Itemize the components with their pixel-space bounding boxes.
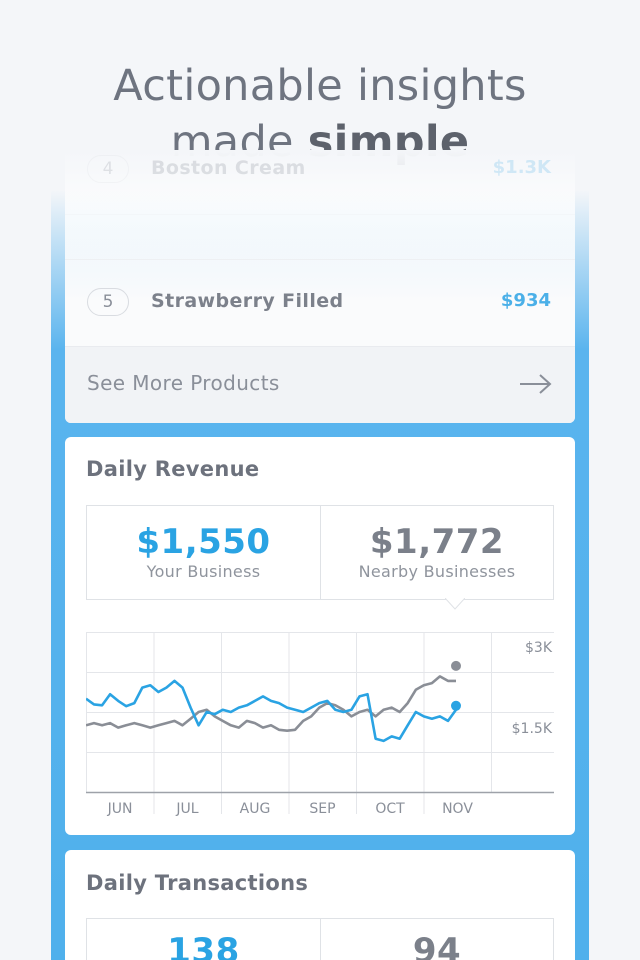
rank-badge: 5 — [87, 288, 129, 316]
headline-line-1: Actionable insights — [113, 61, 527, 111]
nearby-businesses-value: $1,772 — [369, 522, 505, 562]
series-line-your-business — [86, 679, 458, 743]
your-transactions-value: 138 — [167, 931, 240, 960]
product-amount: $1.3K — [492, 157, 551, 178]
product-row[interactable]: 5 Strawberry Filled $934 — [65, 259, 575, 347]
x-tick-label: AUG — [240, 801, 271, 817]
your-business-value: $1,550 — [136, 522, 271, 562]
x-tick-label: SEP — [309, 801, 335, 817]
daily-revenue-card: Daily Revenue $1,550 Your Business $1,77… — [65, 437, 575, 835]
product-row[interactable]: 4 Boston Cream $1.3K — [65, 150, 575, 215]
revenue-line-chart: JUN JUL AUG SEP OCT NOV $3K $1.5K — [86, 632, 554, 817]
y-tick-label: $3K — [525, 640, 553, 656]
series-end-dot-your-business — [451, 700, 461, 711]
y-tick-label: $1.5K — [512, 721, 553, 737]
your-transactions-stat[interactable]: 138 — [87, 919, 321, 960]
card-title: Daily Revenue — [86, 457, 260, 481]
see-more-products-button[interactable]: See More Products — [65, 347, 575, 423]
product-name: Strawberry Filled — [151, 290, 344, 312]
nearby-transactions-stat[interactable]: 94 — [321, 919, 553, 960]
arrow-right-icon — [520, 374, 552, 394]
x-tick-label: JUL — [175, 801, 198, 817]
product-name: Boston Cream — [151, 157, 306, 179]
x-tick-label: OCT — [375, 801, 405, 817]
nearby-businesses-label: Nearby Businesses — [358, 562, 516, 581]
revenue-comparison: $1,550 Your Business $1,772 Nearby Busin… — [86, 505, 554, 600]
daily-transactions-card: Daily Transactions 138 94 — [65, 850, 575, 960]
transactions-comparison: 138 94 — [86, 918, 554, 960]
your-business-label: Your Business — [146, 562, 261, 581]
selection-pointer-icon — [445, 598, 465, 610]
x-tick-label: NOV — [442, 801, 473, 817]
your-business-stat[interactable]: $1,550 Your Business — [87, 506, 321, 599]
see-more-label: See More Products — [87, 371, 280, 395]
rank-badge: 4 — [87, 155, 129, 183]
headline: Actionable insights made simple — [0, 58, 640, 170]
series-end-dot-nearby-businesses — [451, 660, 461, 671]
series-line-nearby-businesses — [86, 675, 456, 732]
nearby-businesses-stat[interactable]: $1,772 Nearby Businesses — [321, 506, 553, 599]
card-title: Daily Transactions — [86, 871, 309, 895]
product-amount: $934 — [500, 290, 551, 311]
x-tick-label: JUN — [107, 801, 133, 817]
nearby-transactions-value: 94 — [412, 931, 462, 960]
top-products-card: 4 Boston Cream $1.3K 5 Strawberry Filled… — [65, 150, 575, 423]
